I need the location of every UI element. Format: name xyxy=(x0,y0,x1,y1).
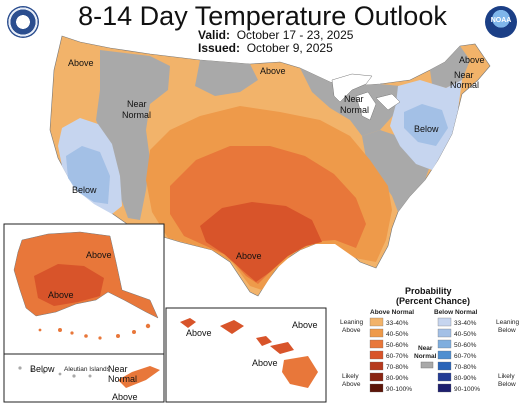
issued-label: Issued: xyxy=(198,41,241,55)
legend-leaning-above: Leaning xyxy=(340,319,364,326)
below-bin-label-5: 80-90% xyxy=(454,375,477,382)
label-above-ne: Above xyxy=(459,55,485,65)
below-swatch-6 xyxy=(437,383,452,393)
label-alaska-above-2: Above xyxy=(48,290,74,300)
label-aleutian-near: Near xyxy=(108,364,128,374)
legend-near-normal-swatch xyxy=(420,361,434,369)
map-title: 8-14 Day Temperature Outlook xyxy=(78,1,447,31)
above-bin-label-3: 60-70% xyxy=(386,353,409,360)
above-swatch-6 xyxy=(369,383,384,393)
label-hawaii-above-3: Above xyxy=(252,358,278,368)
label-below-ne: Below xyxy=(414,124,439,134)
department-of-commerce-seal-icon xyxy=(7,6,39,38)
legend-subtitle: (Percent Chance) xyxy=(396,296,470,306)
aleutian-chain xyxy=(38,323,151,340)
noaa-logo-icon: NOAA xyxy=(485,6,517,38)
below-swatch-3 xyxy=(437,350,452,360)
below-swatch-4 xyxy=(437,361,452,371)
label-near-normal-west-2: Normal xyxy=(122,110,151,120)
legend: Probability (Percent Chance) Above Norma… xyxy=(340,286,520,393)
valid-dates-value: October 17 - 23, 2025 xyxy=(236,28,354,42)
near-normal-glakes xyxy=(300,68,400,136)
great-lakes xyxy=(331,73,401,121)
below-bin-label-3: 60-70% xyxy=(454,353,477,360)
below-bin-label-1: 40-50% xyxy=(454,331,477,338)
below-normal-ne-inner xyxy=(404,104,448,146)
above-swatch-1 xyxy=(369,328,384,338)
label-aleutian-near-2: Normal xyxy=(108,374,137,384)
label-hawaii-above-2: Above xyxy=(292,320,318,330)
above-bin-label-6: 90-100% xyxy=(386,386,412,393)
near-normal-north xyxy=(195,60,258,96)
legend-near-normal: Near xyxy=(418,345,433,352)
label-aleutian-below: Below xyxy=(30,364,55,374)
above-bin-label-2: 50-60% xyxy=(386,342,409,349)
legend-likely-above-2: Above xyxy=(342,381,361,388)
hawaii-big-island xyxy=(282,356,318,388)
label-alaska-above-1: Above xyxy=(86,250,112,260)
legend-leaning-above-2: Above xyxy=(342,327,361,334)
below-swatch-5 xyxy=(437,372,452,382)
legend-likely-below: Likely xyxy=(498,373,515,380)
legend-above-swatches: 33-40% 40-50% 50-60% 60-70% 70-80% 80-90% 90-1… xyxy=(369,317,412,393)
above-normal-60-70 xyxy=(200,202,322,282)
above-bin-label-0: 33-40% xyxy=(386,320,409,327)
below-bin-label-6: 90-100% xyxy=(454,386,480,393)
above-bin-label-1: 40-50% xyxy=(386,331,409,338)
legend-above-header: Above Normal xyxy=(370,309,414,316)
below-swatch-1 xyxy=(437,328,452,338)
label-aleutian-islands: Aleutian Islands xyxy=(64,366,111,373)
legend-title: Probability xyxy=(405,286,452,296)
above-swatch-3 xyxy=(369,350,384,360)
below-bin-label-4: 70-80% xyxy=(454,364,477,371)
label-near-normal-glakes: Near xyxy=(344,94,364,104)
legend-likely-below-2: Below xyxy=(498,381,516,388)
label-above-south: Above xyxy=(236,251,262,261)
aleutian-islands-shapes xyxy=(18,366,92,378)
hawaii-islands xyxy=(180,318,294,354)
valid-label: Valid: xyxy=(198,28,231,42)
label-above-north: Above xyxy=(260,66,286,76)
above-swatch-0 xyxy=(369,317,384,327)
label-near-normal-ne: Near xyxy=(454,70,474,80)
legend-leaning-below: Leaning xyxy=(496,319,520,326)
above-bin-label-4: 70-80% xyxy=(386,364,409,371)
legend-leaning-below-2: Below xyxy=(498,327,516,334)
legend-below-swatches: 33-40% 40-50% 50-60% 60-70% 70-80% 80-90% 90-1… xyxy=(437,317,480,393)
legend-likely-above: Likely xyxy=(342,373,359,380)
issued-date: Issued: October 9, 2025 xyxy=(198,41,333,55)
valid-dates: Valid: October 17 - 23, 2025 xyxy=(198,28,353,42)
label-aleutian-above: Above xyxy=(112,392,138,402)
label-near-normal-glakes-2: Normal xyxy=(340,105,369,115)
below-swatch-2 xyxy=(437,339,452,349)
alaska-core xyxy=(34,264,104,306)
legend-below-header: Below Normal xyxy=(434,309,478,316)
below-swatch-0 xyxy=(437,317,452,327)
above-swatch-4 xyxy=(369,361,384,371)
label-near-normal-west: Near xyxy=(127,99,147,109)
legend-near-normal-2: Normal xyxy=(414,353,437,360)
below-bin-label-0: 33-40% xyxy=(454,320,477,327)
below-bin-label-2: 50-60% xyxy=(454,342,477,349)
label-above-nw: Above xyxy=(68,58,94,68)
aleutian-east xyxy=(118,366,160,388)
below-normal-west-inner xyxy=(66,146,110,204)
near-normal-ne xyxy=(430,46,470,88)
label-hawaii-above-1: Above xyxy=(186,328,212,338)
issued-date-value: October 9, 2025 xyxy=(246,41,333,55)
above-swatch-5 xyxy=(369,372,384,382)
label-near-normal-ne-2: Normal xyxy=(450,80,479,90)
label-below-west: Below xyxy=(72,185,97,195)
above-swatch-2 xyxy=(369,339,384,349)
above-bin-label-5: 80-90% xyxy=(386,375,409,382)
